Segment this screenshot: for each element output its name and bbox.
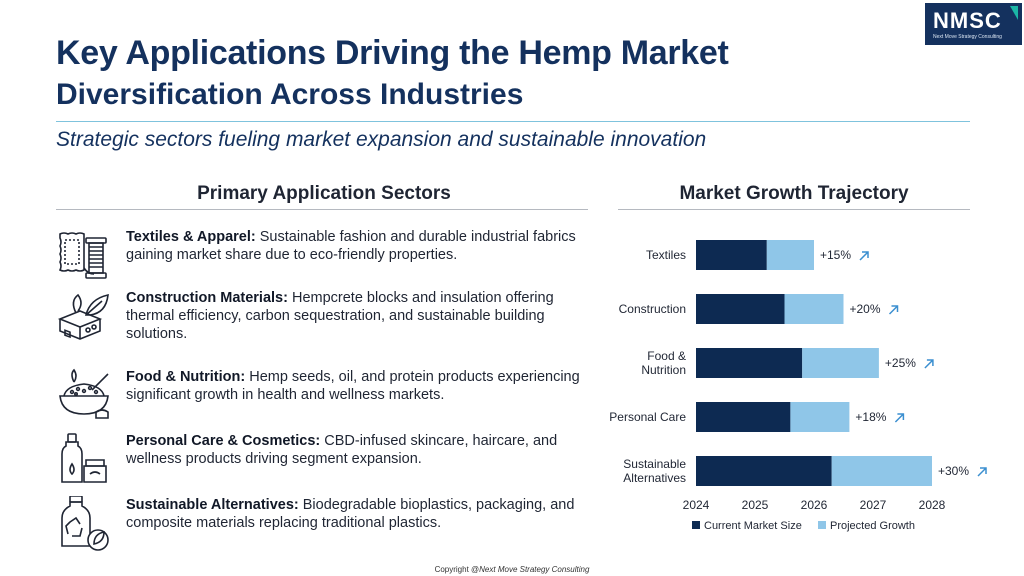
sector-title: Food & Nutrition:: [126, 369, 246, 385]
legend-swatch-projected: [818, 521, 826, 529]
sector-text: Food & Nutrition: Hemp seeds, oil, and p…: [126, 368, 586, 404]
growth-arrow-icon: [888, 305, 899, 315]
bar-current: [696, 348, 803, 378]
sector-food: Food & Nutrition: Hemp seeds, oil, and p…: [56, 368, 596, 428]
growth-label: +15%: [820, 248, 851, 262]
copyright-company: Next Move Strategy Consulting: [479, 565, 590, 574]
bar-current: [696, 456, 832, 486]
bar-projected: [802, 348, 879, 378]
sector-text: Personal Care & Cosmetics: CBD-infused s…: [126, 432, 586, 468]
sector-title: Textiles & Apparel:: [126, 229, 256, 245]
bar-current: [696, 294, 785, 324]
bar-projected: [784, 294, 844, 324]
x-tick-label: 2025: [742, 498, 769, 512]
sector-construction: Construction Materials: Hempcrete blocks…: [56, 289, 596, 349]
page-subtitle: Diversification Across Industries: [56, 78, 524, 111]
title-divider: [56, 121, 970, 122]
fabric-spool-icon: [58, 232, 107, 279]
sector-title: Sustainable Alternatives:: [126, 497, 299, 513]
logo-subtext: Next Move Strategy Consulting: [933, 34, 1002, 40]
growth-arrow-icon: [894, 413, 905, 423]
sector-desc: Biodegradable bioplastics, packaging, an…: [126, 497, 575, 531]
copyright-prefix: Copyright @: [434, 565, 480, 574]
bar-current: [696, 402, 791, 432]
category-label: Construction: [619, 302, 686, 316]
category-label: Food & Nutrition: [641, 349, 686, 377]
sector-sustainable: Sustainable Alternatives: Biodegradable …: [56, 496, 596, 556]
nmsc-logo: NMSC Next Move Strategy Consulting: [925, 3, 1022, 45]
sector-title: Construction Materials:: [126, 290, 288, 306]
sector-textiles: Textiles & Apparel: Sustainable fashion …: [56, 228, 596, 288]
sector-desc: Hempcrete blocks and insulation offering…: [126, 290, 554, 342]
bar-projected: [831, 456, 932, 486]
category-label: Textiles: [646, 248, 686, 262]
sectors-divider: [56, 209, 588, 210]
legend-swatch-current: [692, 521, 700, 529]
x-tick-label: 2024: [683, 498, 710, 512]
chart-title: Market Growth Trajectory: [679, 183, 909, 204]
sector-desc: Hemp seeds, oil, and protein products ex…: [126, 369, 580, 403]
growth-label: +20%: [850, 302, 881, 316]
copyright: Copyright @Next Move Strategy Consulting: [0, 565, 1024, 574]
sector-text: Sustainable Alternatives: Biodegradable …: [126, 496, 586, 532]
growth-label: +18%: [855, 410, 886, 424]
category-label: Personal Care: [609, 410, 686, 424]
bar-projected: [790, 402, 850, 432]
x-tick-label: 2027: [860, 498, 887, 512]
x-tick-label: 2026: [801, 498, 828, 512]
page-title: Key Applications Driving the Hemp Market: [56, 34, 729, 72]
sectors-heading: Primary Application Sectors: [197, 183, 451, 204]
growth-label: +30%: [938, 464, 969, 478]
sector-title: Personal Care & Cosmetics:: [126, 433, 321, 449]
category-label: Sustainable Alternatives: [623, 457, 686, 485]
growth-arrow-icon: [977, 467, 987, 477]
sector-personal-care: Personal Care & Cosmetics: CBD-infused s…: [56, 432, 596, 492]
recycle-bottle-icon: [61, 496, 109, 551]
chart-divider: [618, 209, 970, 210]
growth-arrow-icon: [859, 251, 869, 261]
page-tagline: Strategic sectors fueling market expansi…: [56, 128, 707, 151]
legend-label-projected: Projected Growth: [830, 520, 915, 532]
bar-current: [696, 240, 767, 270]
legend-label-current: Current Market Size: [704, 520, 802, 532]
logo-text: NMSC: [933, 8, 1002, 33]
growth-arrow-icon: [924, 359, 934, 369]
bowl-seeds-icon: [59, 368, 109, 419]
bar-projected: [766, 240, 814, 270]
sector-text: Construction Materials: Hempcrete blocks…: [126, 289, 586, 343]
x-tick-label: 2028: [919, 498, 946, 512]
sector-desc: Sustainable fashion and durable industri…: [126, 229, 576, 263]
sector-text: Textiles & Apparel: Sustainable fashion …: [126, 228, 586, 264]
brick-leaf-icon: [57, 293, 109, 340]
logo-mark-icon: [1010, 6, 1018, 20]
growth-label: +25%: [885, 356, 916, 370]
growth-chart: Textiles +15% Construction +20% Food & Nutrit…: [609, 240, 987, 532]
cosmetic-bottle-icon: [61, 433, 107, 483]
sector-desc: CBD-infused skincare, haircare, and well…: [126, 433, 558, 467]
